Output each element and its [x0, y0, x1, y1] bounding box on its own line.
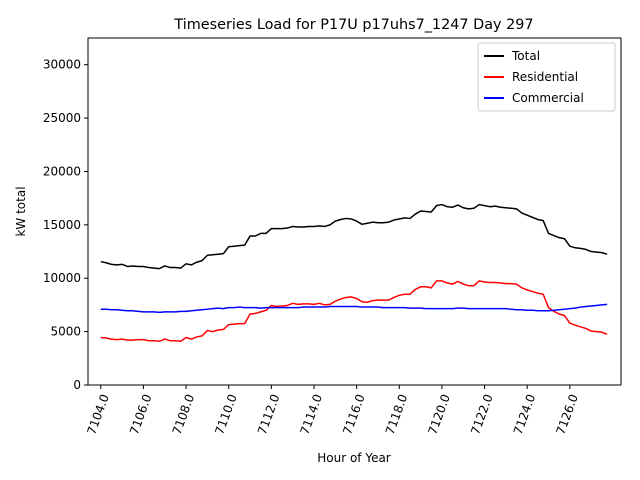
x-tick-label: 7112.0 [255, 392, 283, 436]
y-tick-label: 10000 [43, 271, 81, 285]
y-tick-label: 25000 [43, 111, 81, 125]
y-tick-label: 20000 [43, 164, 81, 178]
series-line-commercial [100, 303, 608, 314]
y-tick-label: 15000 [43, 218, 81, 232]
y-tick-label: 5000 [50, 325, 81, 339]
legend-box [477, 42, 616, 112]
y-tick-label: 0 [73, 378, 81, 392]
x-tick-label: 7124.0 [511, 392, 539, 436]
x-tick-label: 7118.0 [383, 392, 411, 436]
legend-label-residential: Residential [512, 70, 578, 84]
x-tick-label: 7120.0 [425, 392, 453, 436]
legend: Total Residential Commercial [477, 42, 616, 112]
y-axis-ticks: 0 5000 10000 15000 20000 25000 30000 [43, 58, 88, 392]
x-tick-label: 7114.0 [298, 392, 326, 436]
chart-title: Timeseries Load for P17U p17uhs7_1247 Da… [173, 17, 533, 33]
x-tick-label: 7106.0 [127, 392, 155, 436]
x-tick-label: 7126.0 [553, 392, 581, 436]
y-axis-label: kW total [14, 186, 28, 236]
series-line-residential [100, 280, 608, 342]
x-tick-label: 7110.0 [212, 392, 240, 436]
x-tick-label: 7122.0 [468, 392, 496, 436]
series-lines [100, 203, 608, 342]
x-axis-label: Hour of Year [317, 451, 391, 465]
plot-frame [87, 37, 622, 386]
series-line-total [100, 203, 608, 270]
x-tick-label: 7116.0 [340, 392, 368, 436]
x-axis-ticks: 7104.0 7106.0 7108.0 7110.0 7112.0 7114.0 7116… [84, 385, 581, 437]
legend-label-total: Total [511, 49, 540, 63]
y-tick-label: 30000 [43, 58, 81, 72]
x-tick-label: 7104.0 [84, 392, 112, 436]
x-tick-label: 7108.0 [170, 392, 198, 436]
legend-label-commercial: Commercial [512, 91, 584, 105]
